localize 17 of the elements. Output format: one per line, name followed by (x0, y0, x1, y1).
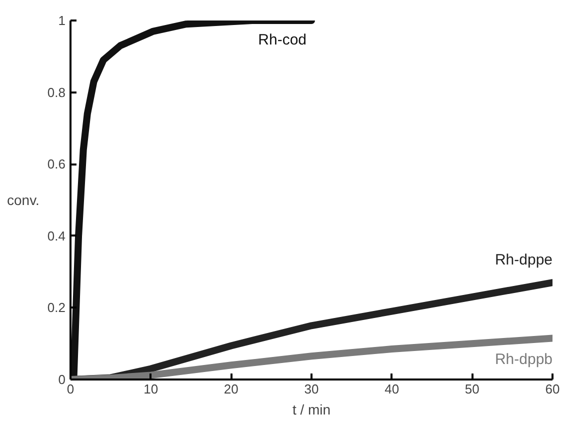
x-tick-label: 20 (224, 382, 238, 396)
y-tick-label: 0.2 (47, 300, 66, 316)
x-tick-label: 60 (545, 382, 560, 396)
y-tick-label: 1 (58, 13, 66, 28)
series-label: Rh-cod (258, 32, 307, 48)
series-label: Rh-dppe (494, 252, 553, 269)
x-axis-title: t / min (292, 402, 331, 418)
y-tick-label: 0.6 (47, 156, 66, 172)
series-label: Rh-dppb (494, 351, 553, 368)
x-tick-label: 50 (464, 382, 480, 396)
y-tick-label: 0.8 (47, 84, 66, 100)
x-tick-label: 10 (144, 382, 158, 396)
y-tick-label: 0.4 (47, 228, 66, 244)
y-axis-title: conv. (7, 192, 40, 208)
x-tick-label: 30 (304, 382, 319, 396)
y-tick-label: 0 (58, 372, 66, 387)
x-tick-label: 40 (384, 382, 400, 396)
